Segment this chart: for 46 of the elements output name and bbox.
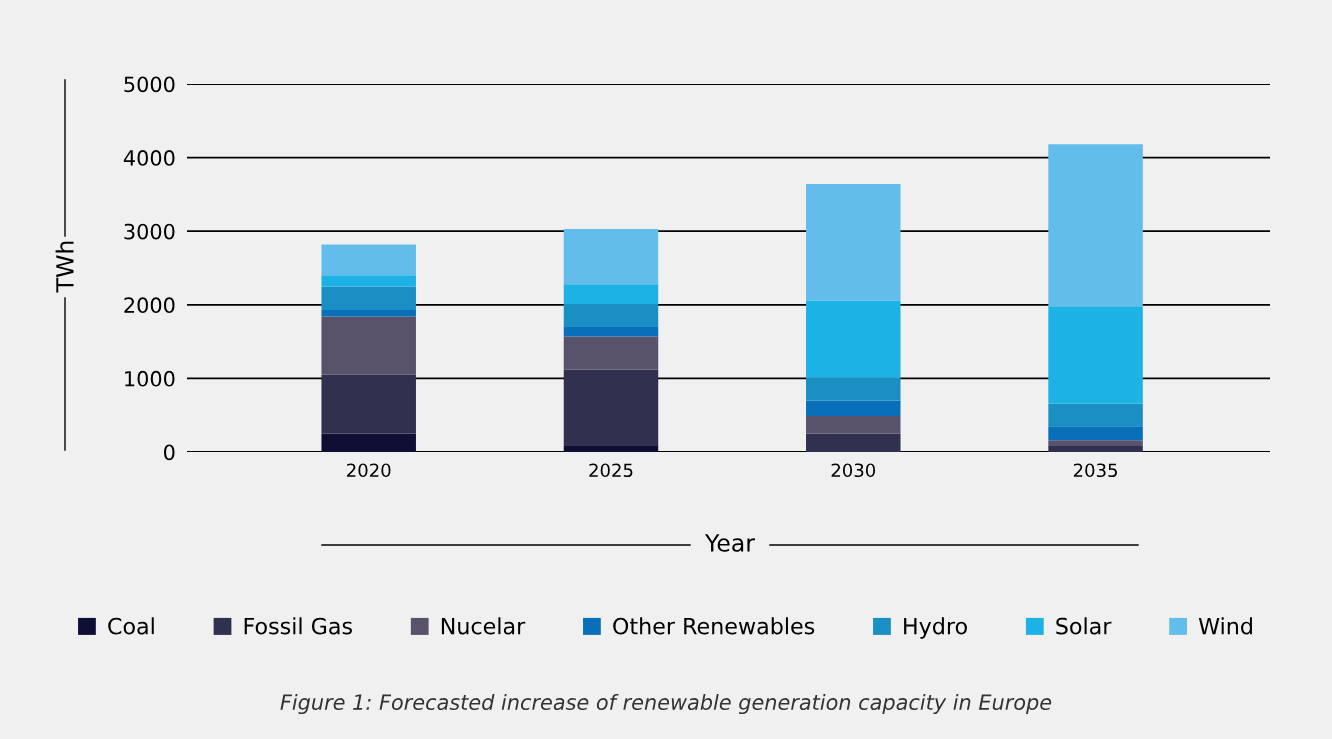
bar (321, 286, 416, 310)
bar (1048, 446, 1143, 452)
bar (806, 184, 901, 301)
legend-label: Solar (1056, 617, 1112, 635)
bar (806, 415, 901, 434)
x-tick-label: 2025 (589, 463, 633, 478)
bar (321, 244, 416, 276)
bar (1048, 426, 1143, 441)
bar (806, 400, 901, 416)
bar (563, 228, 659, 285)
bar (1048, 440, 1143, 447)
bar (321, 374, 416, 434)
bar (563, 284, 659, 305)
x-tick-label: 2030 (831, 463, 876, 478)
y-tick-label: 1000 (125, 370, 175, 387)
legend-label: Fossil Gas (244, 617, 352, 635)
caption: Figure 1: Forecasted increase of renewable generation capacity in Europe (280, 693, 1052, 715)
y-tick-label: 5000 (124, 76, 175, 93)
bar (321, 275, 416, 287)
bar (1048, 306, 1143, 404)
bar (321, 316, 416, 375)
y-axis-title: TWh (55, 241, 74, 293)
bar (563, 336, 659, 370)
bar (806, 300, 901, 378)
y-tick-label: 3000 (124, 223, 175, 240)
bar (1048, 144, 1143, 307)
bar (321, 433, 416, 452)
bar (563, 369, 659, 447)
y-tick-label: 0 (164, 444, 175, 461)
x-tick-label: 2035 (1073, 463, 1117, 478)
x-axis-title: Year (704, 534, 755, 552)
bar (1048, 403, 1143, 427)
bar (806, 377, 901, 401)
legend-label: Nucelar (441, 617, 526, 635)
legend-label: Other Renewables (613, 617, 815, 635)
legend-label: Coal (108, 617, 154, 635)
y-tick-label: 2000 (124, 297, 175, 314)
y-tick-label: 4000 (123, 150, 175, 166)
legend-label: Wind (1198, 617, 1252, 635)
bar (563, 326, 659, 337)
bar (321, 309, 416, 317)
bar (563, 446, 659, 452)
bar (563, 304, 659, 327)
x-tick-label: 2020 (347, 463, 391, 478)
bar (806, 433, 901, 452)
legend-label: Hydro (904, 617, 967, 639)
